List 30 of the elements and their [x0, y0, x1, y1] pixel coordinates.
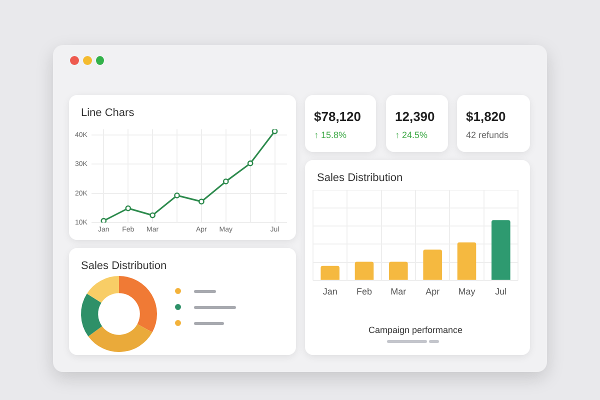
bar	[354, 262, 374, 280]
x-tick-label: May	[458, 286, 476, 296]
chart-title: Sales Distribution	[81, 260, 167, 272]
point	[174, 192, 180, 198]
x-tick-label: Mar	[390, 286, 406, 296]
point	[198, 198, 204, 205]
text: ↑ 15.8%	[314, 130, 347, 140]
text: ↑ 24.5%	[395, 130, 428, 140]
bar	[423, 250, 442, 280]
x-tick-label: Feb	[356, 286, 372, 296]
x-tick-label: Jan	[322, 286, 338, 296]
chart-title: Sales Distribution	[317, 172, 403, 184]
x-tick-label: Apr	[426, 286, 440, 296]
x-axis-title: Campaign performance	[368, 325, 463, 336]
text: $78,120	[314, 109, 361, 124]
point	[272, 129, 278, 134]
bar	[320, 266, 340, 280]
bar	[457, 242, 476, 280]
chart-title: Line Chars	[81, 107, 134, 119]
text: 12,390	[395, 109, 435, 124]
point	[222, 178, 229, 184]
x-tick-label: Jul	[495, 286, 507, 296]
text: $1,820	[466, 109, 506, 124]
point	[125, 205, 132, 212]
point	[247, 160, 254, 166]
bar	[389, 262, 408, 280]
point	[150, 212, 156, 218]
bar	[492, 220, 510, 280]
text: 42 refunds	[466, 130, 509, 140]
point	[100, 218, 107, 223]
